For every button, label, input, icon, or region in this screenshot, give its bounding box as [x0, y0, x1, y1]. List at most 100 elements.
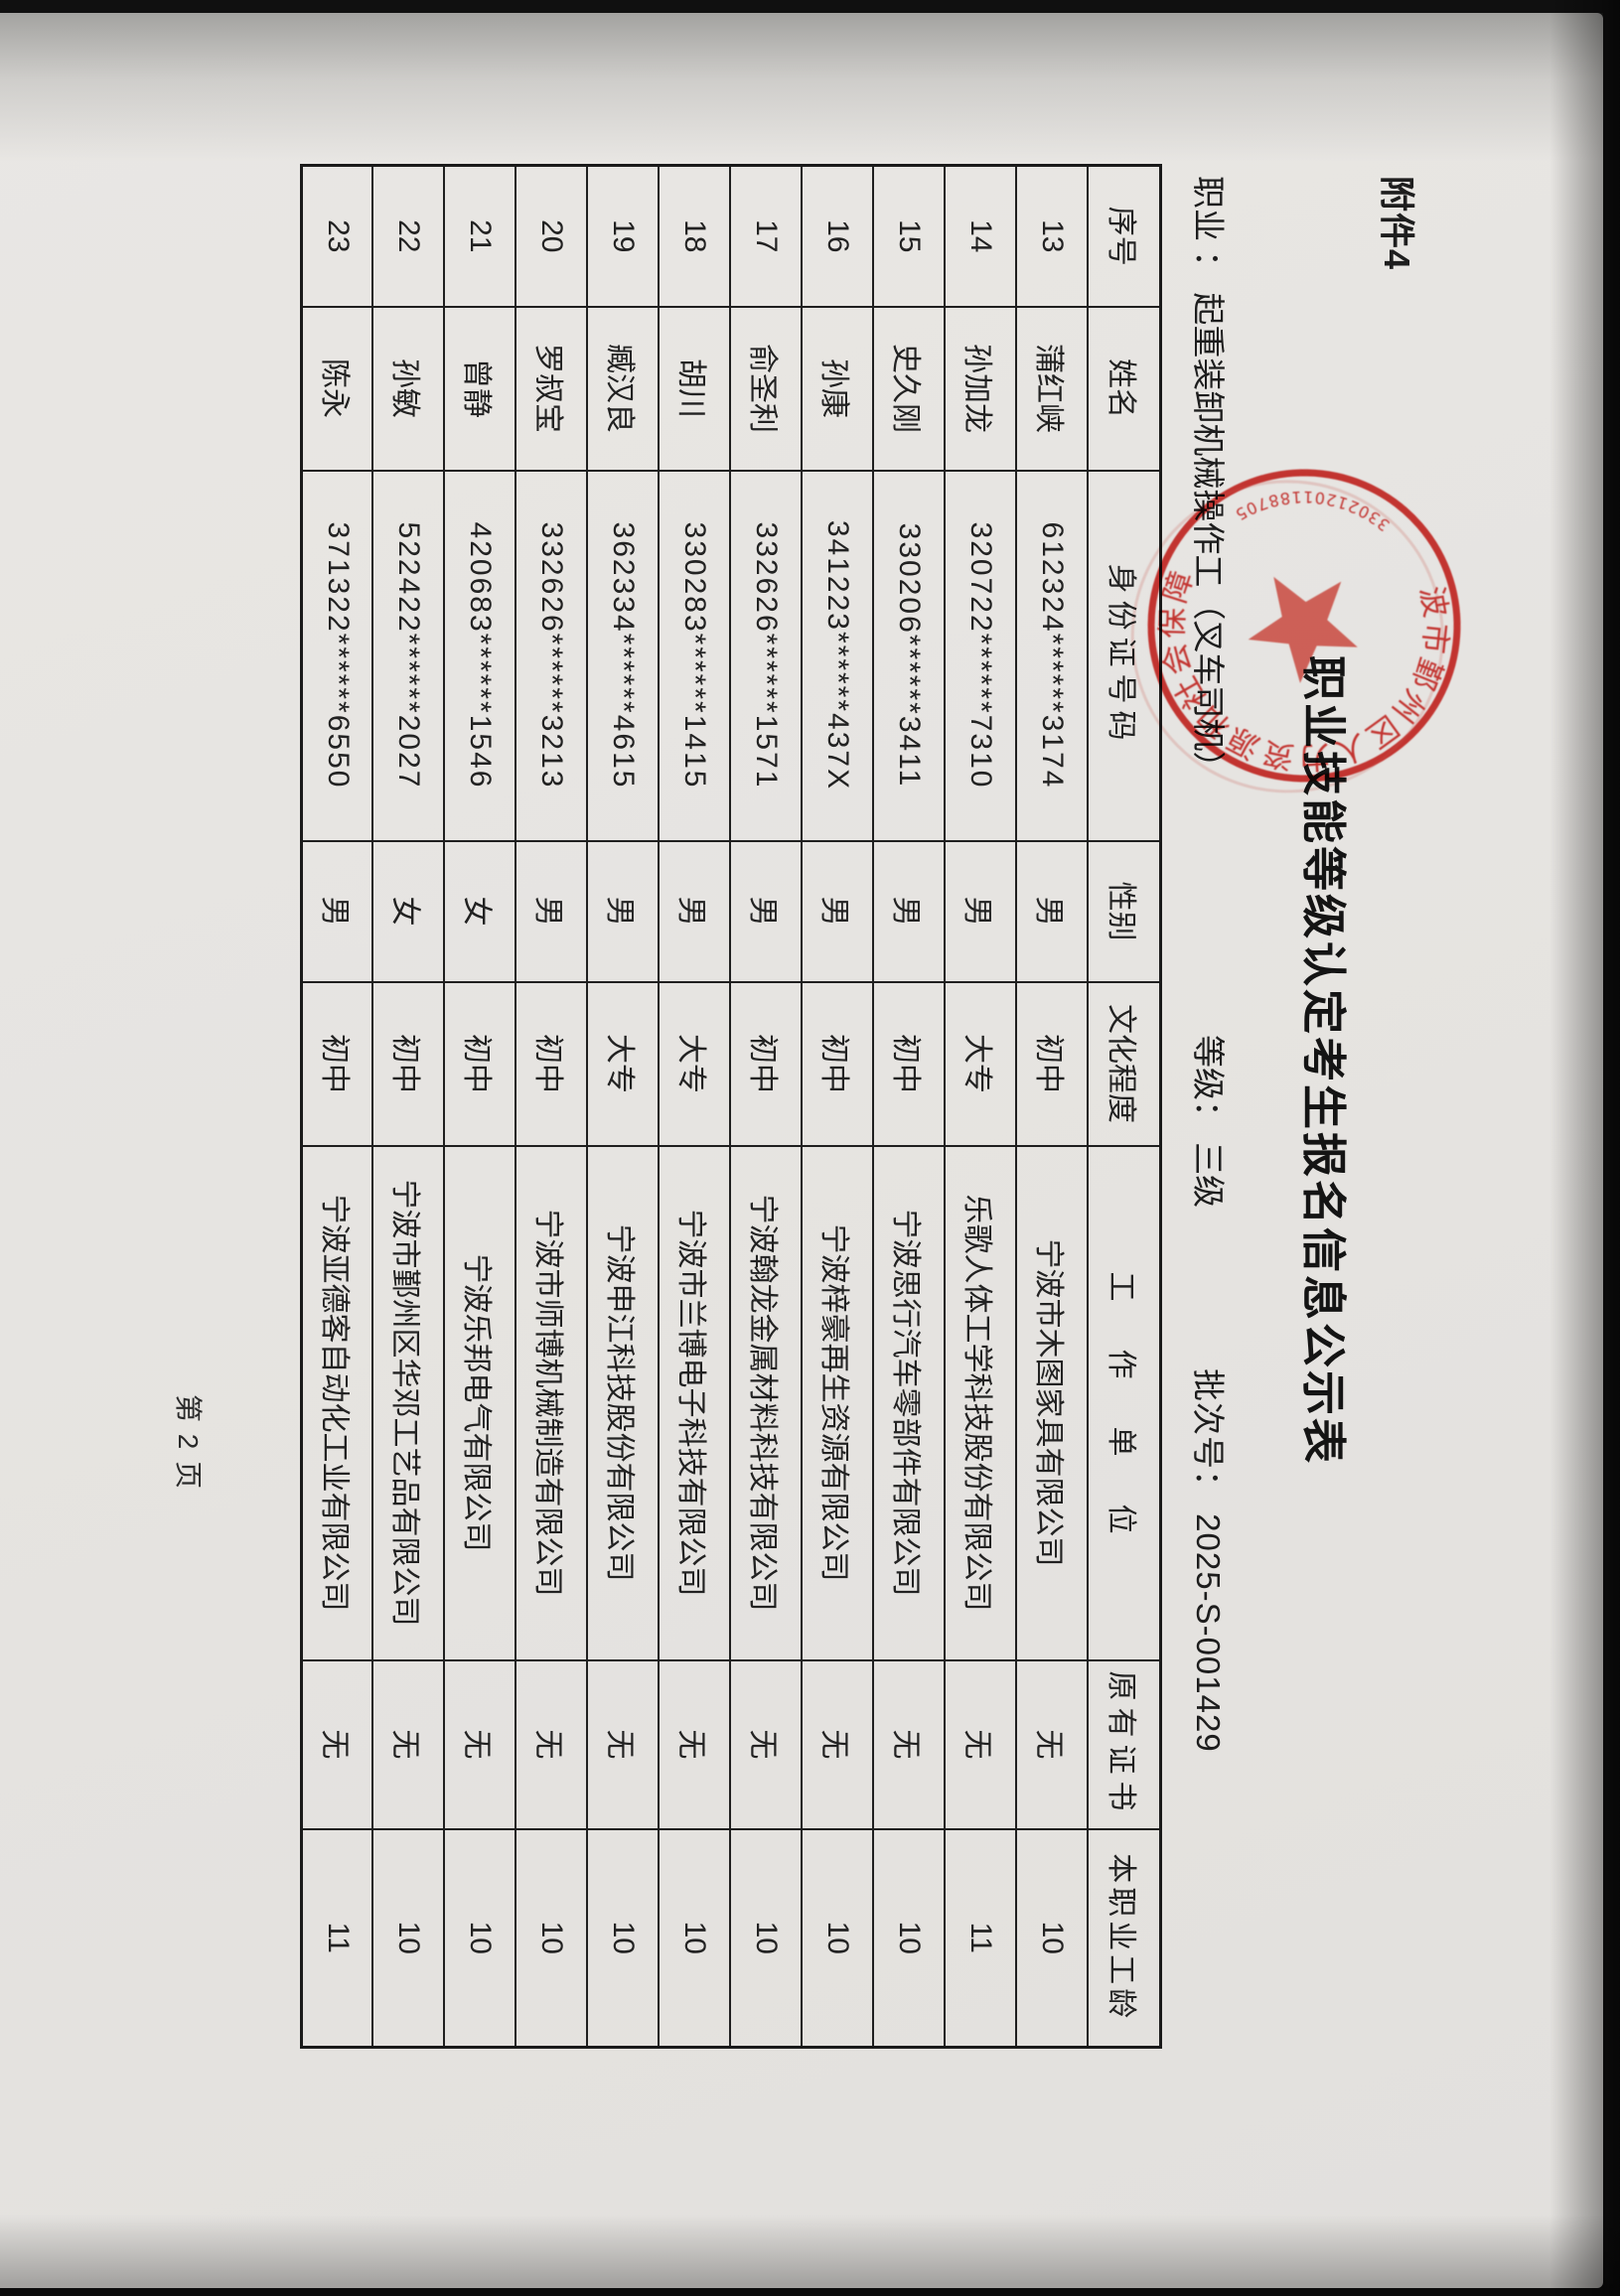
- cell-employer: 乐歌人体工学科技股份有限公司: [945, 1145, 1017, 1660]
- cell-name: 胡川: [659, 306, 731, 471]
- cell-years-in-occupation: 10: [659, 1828, 731, 2048]
- cell-name: 陈永: [301, 306, 373, 471]
- table-row: 14 孙加龙 320722******7310 男 大专 乐歌人体工学科技股份有…: [945, 165, 1017, 2048]
- cell-existing-certificate: 无: [659, 1659, 731, 1829]
- cell-id-number: 320722******7310: [945, 470, 1017, 841]
- cell-years-in-occupation: 10: [873, 1828, 946, 2048]
- cell-gender: 男: [587, 840, 660, 982]
- cell-id-number: 522422******2027: [372, 470, 445, 841]
- cell-id-number: 332626******1571: [730, 470, 803, 841]
- cell-name: 臧汉良: [587, 306, 660, 471]
- cell-name: 俞圣利: [730, 306, 803, 471]
- cell-existing-certificate: 无: [515, 1659, 588, 1829]
- table-row: 22 孙敏 522422******2027 女 初中 宁波市鄞州区华邓工艺品有…: [372, 165, 445, 2048]
- cell-employer: 宁波市师博机械制造有限公司: [515, 1145, 588, 1660]
- cell-employer: 宁波市鄞州区华邓工艺品有限公司: [372, 1145, 445, 1660]
- cell-gender: 男: [802, 840, 874, 982]
- cell-education: 大专: [945, 981, 1017, 1146]
- cell-id-number: 330283******1415: [659, 470, 731, 841]
- cell-years-in-occupation: 10: [730, 1828, 803, 2048]
- cell-education: 初中: [730, 981, 803, 1146]
- table-body: 13 蒲红峡 612324******3174 男 初中 宁波市木图家具有限公司…: [301, 165, 1089, 2048]
- column-header-employer: 工作单位: [1088, 1145, 1161, 1660]
- cell-index: 23: [301, 165, 373, 307]
- cell-id-number: 420683******1546: [444, 470, 516, 841]
- cell-name: 蒲红峡: [1016, 306, 1089, 471]
- batch-number-field: 批次号： 2025-S-001429: [1190, 1368, 1227, 1753]
- cell-employer: 宁波申江科技股份有限公司: [587, 1145, 660, 1660]
- cell-existing-certificate: 无: [802, 1659, 874, 1829]
- cell-id-number: 341223******437X: [802, 470, 874, 841]
- paper-sheet: [0, 13, 1603, 2288]
- cell-years-in-occupation: 11: [301, 1828, 373, 2048]
- cell-education: 初中: [444, 981, 516, 1146]
- cell-employer: 宁波亚德客自动化工业有限公司: [301, 1145, 373, 1660]
- cell-existing-certificate: 无: [372, 1659, 445, 1829]
- cell-employer: 宁波市兰博电子科技有限公司: [659, 1145, 731, 1660]
- candidate-table: 序号 姓名 身份证号码 性别 文化程度 工作单位 原有证书 本职业工龄 13 蒲…: [300, 164, 1162, 2049]
- table-row: 21 曾静 420683******1546 女 初中 宁波乐邦电气有限公司 无…: [444, 165, 516, 2048]
- cell-years-in-occupation: 11: [945, 1828, 1017, 2048]
- cell-index: 17: [730, 165, 803, 307]
- cell-education: 大专: [587, 981, 660, 1146]
- candidate-table-wrapper: 序号 姓名 身份证号码 性别 文化程度 工作单位 原有证书 本职业工龄 13 蒲…: [300, 164, 1162, 2049]
- attachment-label: 附件4: [1377, 176, 1417, 271]
- cell-index: 20: [515, 165, 588, 307]
- cell-education: 初中: [515, 981, 588, 1146]
- cell-id-number: 612324******3174: [1016, 470, 1089, 841]
- column-header-gender: 性别: [1088, 840, 1161, 982]
- cell-gender: 男: [873, 840, 946, 982]
- cell-id-number: 332626******3213: [515, 470, 588, 841]
- cell-name: 曾静: [444, 306, 516, 471]
- cell-gender: 男: [515, 840, 588, 982]
- column-header-existing-certificate: 原有证书: [1088, 1659, 1161, 1829]
- cell-id-number: 362334******4615: [587, 470, 660, 841]
- cell-index: 15: [873, 165, 946, 307]
- cell-existing-certificate: 无: [873, 1659, 946, 1829]
- cell-index: 22: [372, 165, 445, 307]
- cell-existing-certificate: 无: [730, 1659, 803, 1829]
- cell-employer: 宁波乐邦电气有限公司: [444, 1145, 516, 1660]
- cell-existing-certificate: 无: [945, 1659, 1017, 1829]
- column-header-index: 序号: [1088, 165, 1161, 307]
- seal-star-icon: [1248, 576, 1358, 683]
- level-field: 等级： 三级: [1190, 1035, 1227, 1209]
- cell-gender: 男: [301, 840, 373, 982]
- cell-name: 孙加龙: [945, 306, 1017, 471]
- official-seal: 宁波市鄞州区人力资源和社会保障局 33021201188705: [1130, 469, 1495, 816]
- cell-education: 初中: [372, 981, 445, 1146]
- column-header-education: 文化程度: [1088, 981, 1161, 1146]
- cell-education: 初中: [873, 981, 946, 1146]
- cell-id-number: 371322******6550: [301, 470, 373, 841]
- table-row: 17 俞圣利 332626******1571 男 初中 宁波翰龙金属材料科技有…: [730, 165, 803, 2048]
- cell-years-in-occupation: 10: [444, 1828, 516, 2048]
- cell-existing-certificate: 无: [587, 1659, 660, 1829]
- table-row: 20 罗叔宝 332626******3213 男 初中 宁波市师博机械制造有限…: [515, 165, 588, 2048]
- cell-gender: 女: [444, 840, 516, 982]
- cell-years-in-occupation: 10: [372, 1828, 445, 2048]
- cell-existing-certificate: 无: [444, 1659, 516, 1829]
- table-row: 23 陈永 371322******6550 男 初中 宁波亚德客自动化工业有限…: [301, 165, 373, 2048]
- cell-name: 孙康: [802, 306, 874, 471]
- cell-education: 初中: [1016, 981, 1089, 1146]
- cell-education: 初中: [301, 981, 373, 1146]
- cell-id-number: 330206******3411: [873, 470, 946, 841]
- seal-ring: [1147, 469, 1461, 783]
- cell-gender: 男: [1016, 840, 1089, 982]
- table-row: 18 胡川 330283******1415 男 大专 宁波市兰博电子科技有限公…: [659, 165, 731, 2048]
- cell-employer: 宁波思行汽车零部件有限公司: [873, 1145, 946, 1660]
- cell-index: 16: [802, 165, 874, 307]
- cell-employer: 宁波梓豪再生资源有限公司: [802, 1145, 874, 1660]
- cell-index: 14: [945, 165, 1017, 307]
- cell-education: 大专: [659, 981, 731, 1146]
- cell-gender: 男: [730, 840, 803, 982]
- table-row: 19 臧汉良 362334******4615 男 大专 宁波申江科技股份有限公…: [587, 165, 660, 2048]
- cell-years-in-occupation: 10: [587, 1828, 660, 2048]
- page-number: 第 2 页: [173, 1394, 204, 1492]
- cell-existing-certificate: 无: [1016, 1659, 1089, 1829]
- cell-gender: 男: [945, 840, 1017, 982]
- cell-gender: 女: [372, 840, 445, 982]
- table-row: 16 孙康 341223******437X 男 初中 宁波梓豪再生资源有限公司…: [802, 165, 874, 2048]
